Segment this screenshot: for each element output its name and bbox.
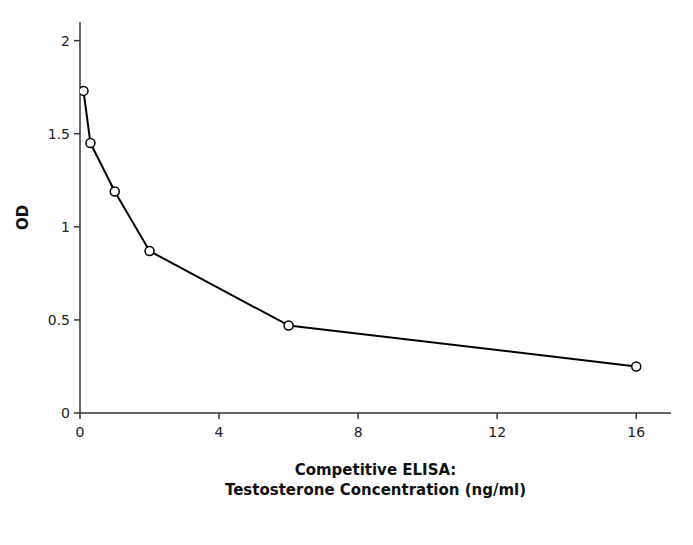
x-axis-label: Competitive ELISA: Testosterone Concentra… xyxy=(225,461,526,499)
x-tick xyxy=(635,413,637,419)
x-tick-label: 4 xyxy=(215,424,224,440)
x-tick-label: 8 xyxy=(354,424,363,440)
data-point xyxy=(86,139,95,148)
data-point xyxy=(632,362,641,371)
x-axis-label-line: Testosterone Concentration (ng/ml) xyxy=(225,481,526,499)
data-point xyxy=(145,247,154,256)
y-tick-label: 0.5 xyxy=(48,312,70,328)
y-axis-line xyxy=(79,22,81,413)
data-point xyxy=(80,86,88,95)
x-tick-label: 16 xyxy=(627,424,645,440)
y-tick xyxy=(74,412,80,414)
x-tick-label: 0 xyxy=(76,424,85,440)
x-tick xyxy=(79,413,81,419)
y-tick xyxy=(74,133,80,135)
y-tick xyxy=(74,40,80,42)
x-tick-label: 12 xyxy=(488,424,506,440)
chart: 0 4 8 12 16 0 0.5 1 1.5 2 Competitive ELISA: Testos… xyxy=(0,0,693,545)
y-axis-label: OD xyxy=(14,205,32,230)
x-axis-line xyxy=(80,412,671,414)
x-axis-label-line: Competitive ELISA: xyxy=(295,461,457,479)
data-line xyxy=(83,91,636,367)
x-tick xyxy=(496,413,498,419)
y-tick-label: 1 xyxy=(61,219,70,235)
y-tick-label: 1.5 xyxy=(48,126,70,142)
x-tick xyxy=(218,413,220,419)
chart-container: 0 4 8 12 16 0 0.5 1 1.5 2 Competitive ELISA: Testos… xyxy=(0,0,693,545)
y-tick-label: 2 xyxy=(61,33,70,49)
x-tick xyxy=(357,413,359,419)
data-point xyxy=(110,187,119,196)
y-tick xyxy=(74,226,80,228)
y-tick-label: 0 xyxy=(61,405,70,421)
plot-area xyxy=(80,86,641,371)
data-point xyxy=(284,321,293,330)
y-tick xyxy=(74,319,80,321)
